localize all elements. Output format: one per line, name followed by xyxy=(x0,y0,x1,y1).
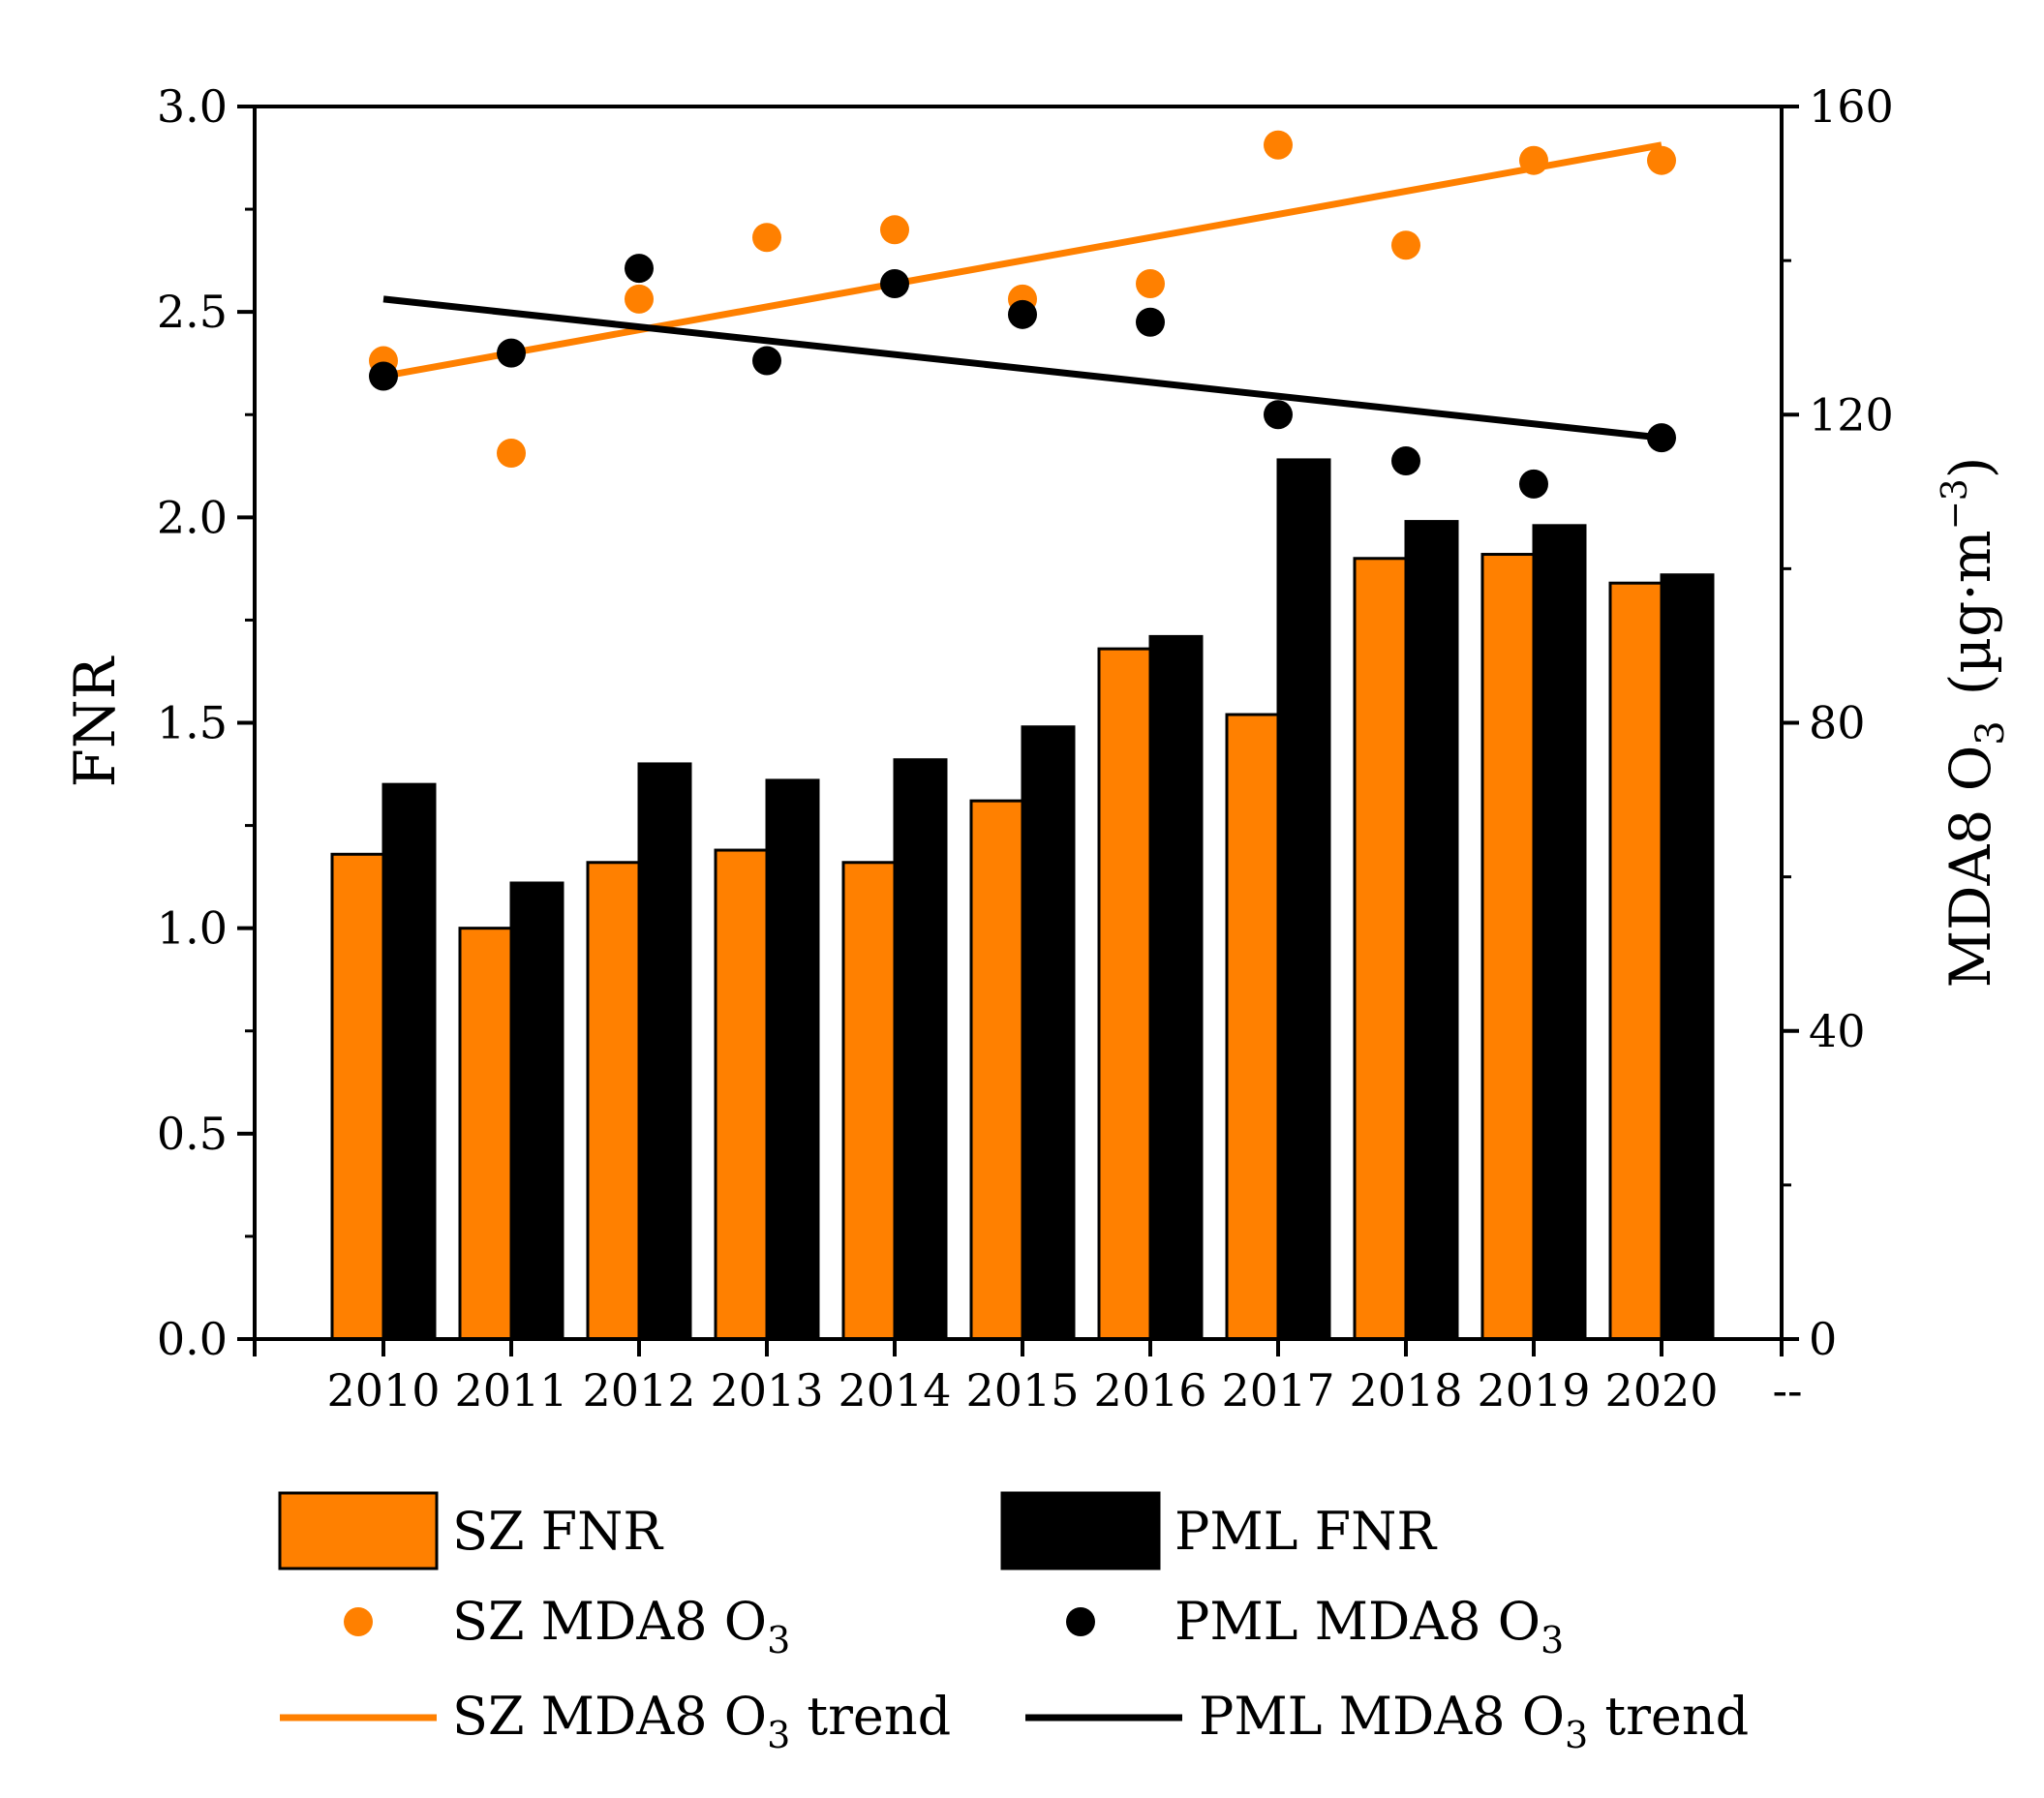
point-pml-mda8-2010 xyxy=(369,361,398,391)
legend-label-sz-trend: SZ MDA8 O3 trend xyxy=(452,1686,951,1756)
legend-label-sz-mda8: SZ MDA8 O3 xyxy=(452,1591,790,1661)
right-axis-title-close: ) xyxy=(1937,457,2003,479)
trend-line-sz xyxy=(382,141,1663,380)
point-pml-mda8-2011 xyxy=(497,338,526,368)
x-tick-label-2016: 2016 xyxy=(1093,1364,1206,1417)
right-tick-label-120: 120 xyxy=(1809,388,1894,441)
bar-pml-fnr-2018 xyxy=(1404,520,1459,1341)
point-pml-mda8-2018 xyxy=(1391,445,1420,475)
right-tick-label-160: 160 xyxy=(1809,80,1894,133)
right-tick-label-0: 0 xyxy=(1809,1313,1837,1365)
bar-sz-fnr-2011 xyxy=(458,927,513,1341)
bar-pml-fnr-2015 xyxy=(1021,725,1076,1341)
point-sz-mda8-2011 xyxy=(497,439,526,469)
bar-sz-fnr-2018 xyxy=(1353,557,1408,1341)
left-tick-label-1.0: 1.0 xyxy=(157,902,228,955)
legend-swatch-pml-fnr xyxy=(1000,1491,1161,1570)
bar-sz-fnr-2020 xyxy=(1608,581,1663,1341)
point-sz-mda8-2019 xyxy=(1519,145,1548,175)
plot-content xyxy=(330,130,1715,1341)
point-sz-mda8-2020 xyxy=(1647,145,1676,175)
point-pml-mda8-2020 xyxy=(1647,423,1676,453)
left-tick-label-2.5: 2.5 xyxy=(157,286,228,338)
point-sz-mda8-2012 xyxy=(625,284,654,314)
right-axis-title-sup: −3 xyxy=(1936,478,1975,530)
point-pml-mda8-2017 xyxy=(1264,400,1293,430)
point-sz-mda8-2017 xyxy=(1264,130,1293,160)
legend-marker-pml-mda8 xyxy=(1066,1607,1095,1636)
point-sz-mda8-2013 xyxy=(752,223,781,253)
legend-marker-sz-mda8 xyxy=(344,1607,373,1636)
bar-sz-fnr-2012 xyxy=(586,861,641,1341)
left-tick-label-3.0: 3.0 xyxy=(157,80,228,133)
point-pml-mda8-2015 xyxy=(1008,299,1037,329)
point-sz-mda8-2018 xyxy=(1391,230,1420,260)
point-sz-mda8-2014 xyxy=(880,215,909,245)
bar-pml-fnr-2010 xyxy=(381,782,437,1341)
x-tick-label-2012: 2012 xyxy=(582,1364,695,1417)
bar-sz-fnr-2015 xyxy=(969,799,1024,1341)
point-pml-mda8-2019 xyxy=(1519,469,1548,499)
point-pml-mda8-2016 xyxy=(1136,307,1165,337)
axes: 0.0 0.5 1.0 1.5 2.0 2.5 3.0 0 40 80 120 160 2010 2011… xyxy=(157,80,1894,1417)
bar-sz-fnr-2016 xyxy=(1097,647,1152,1341)
legend-label-sz-fnr: SZ FNR xyxy=(452,1501,663,1562)
left-tick-label-2.0: 2.0 xyxy=(157,491,228,543)
bar-pml-fnr-2016 xyxy=(1148,634,1204,1341)
point-pml-mda8-2012 xyxy=(625,254,654,284)
point-pml-mda8-2013 xyxy=(752,346,781,376)
right-tick-label-40: 40 xyxy=(1809,1005,1866,1057)
x-tick-label-2019: 2019 xyxy=(1477,1364,1590,1417)
right-axis-title: MDA8 O3 (µg·m−3) xyxy=(1936,457,2013,989)
x-tick-label-2011: 2011 xyxy=(454,1364,567,1417)
x-tick-label-2010: 2010 xyxy=(326,1364,440,1417)
legend-swatch-sz-fnr xyxy=(278,1491,439,1570)
legend-label-pml-trend: PML MDA8 O3 trend xyxy=(1199,1686,1749,1756)
bar-pml-fnr-2014 xyxy=(893,758,948,1341)
bar-sz-fnr-2013 xyxy=(714,848,769,1341)
x-tick-label-2020: 2020 xyxy=(1604,1364,1718,1417)
left-axis-title: FNR xyxy=(62,655,128,787)
point-sz-mda8-2016 xyxy=(1136,268,1165,298)
x-tick-label-2014: 2014 xyxy=(838,1364,951,1417)
legend: SZ FNR PML FNR SZ MDA8 O3 PML MDA8 O3 SZ… xyxy=(278,1491,1749,1756)
legend-label-pml-mda8: PML MDA8 O3 xyxy=(1175,1591,1564,1661)
bar-pml-fnr-2019 xyxy=(1532,524,1587,1341)
x-tick-label-extra: -- xyxy=(1772,1364,1802,1417)
bar-pml-fnr-2017 xyxy=(1276,458,1331,1341)
right-axis-title-main: MDA8 O xyxy=(1937,746,2003,989)
bar-pml-fnr-2011 xyxy=(509,881,564,1341)
right-axis-title-sub: 3 xyxy=(1968,720,2013,745)
left-tick-label-0.0: 0.0 xyxy=(157,1313,228,1365)
x-tick-label-2015: 2015 xyxy=(965,1364,1079,1417)
bar-pml-fnr-2012 xyxy=(637,762,692,1341)
bar-sz-fnr-2014 xyxy=(841,861,897,1341)
x-tick-label-2017: 2017 xyxy=(1221,1364,1334,1417)
trend-line-pml xyxy=(382,295,1663,442)
right-tick-label-80: 80 xyxy=(1809,697,1866,749)
bar-sz-fnr-2017 xyxy=(1225,713,1280,1341)
right-axis-title-unit: (µg·m xyxy=(1937,530,2003,695)
x-tick-label-2018: 2018 xyxy=(1349,1364,1462,1417)
legend-label-pml-fnr: PML FNR xyxy=(1175,1501,1437,1562)
left-tick-label-0.5: 0.5 xyxy=(157,1108,228,1160)
point-pml-mda8-2014 xyxy=(880,268,909,298)
left-tick-label-1.5: 1.5 xyxy=(157,697,228,749)
x-tick-label-2013: 2013 xyxy=(710,1364,823,1417)
bar-pml-fnr-2013 xyxy=(765,778,820,1341)
bar-sz-fnr-2010 xyxy=(330,852,385,1341)
bar-sz-fnr-2019 xyxy=(1480,553,1536,1341)
bar-pml-fnr-2020 xyxy=(1660,573,1715,1341)
